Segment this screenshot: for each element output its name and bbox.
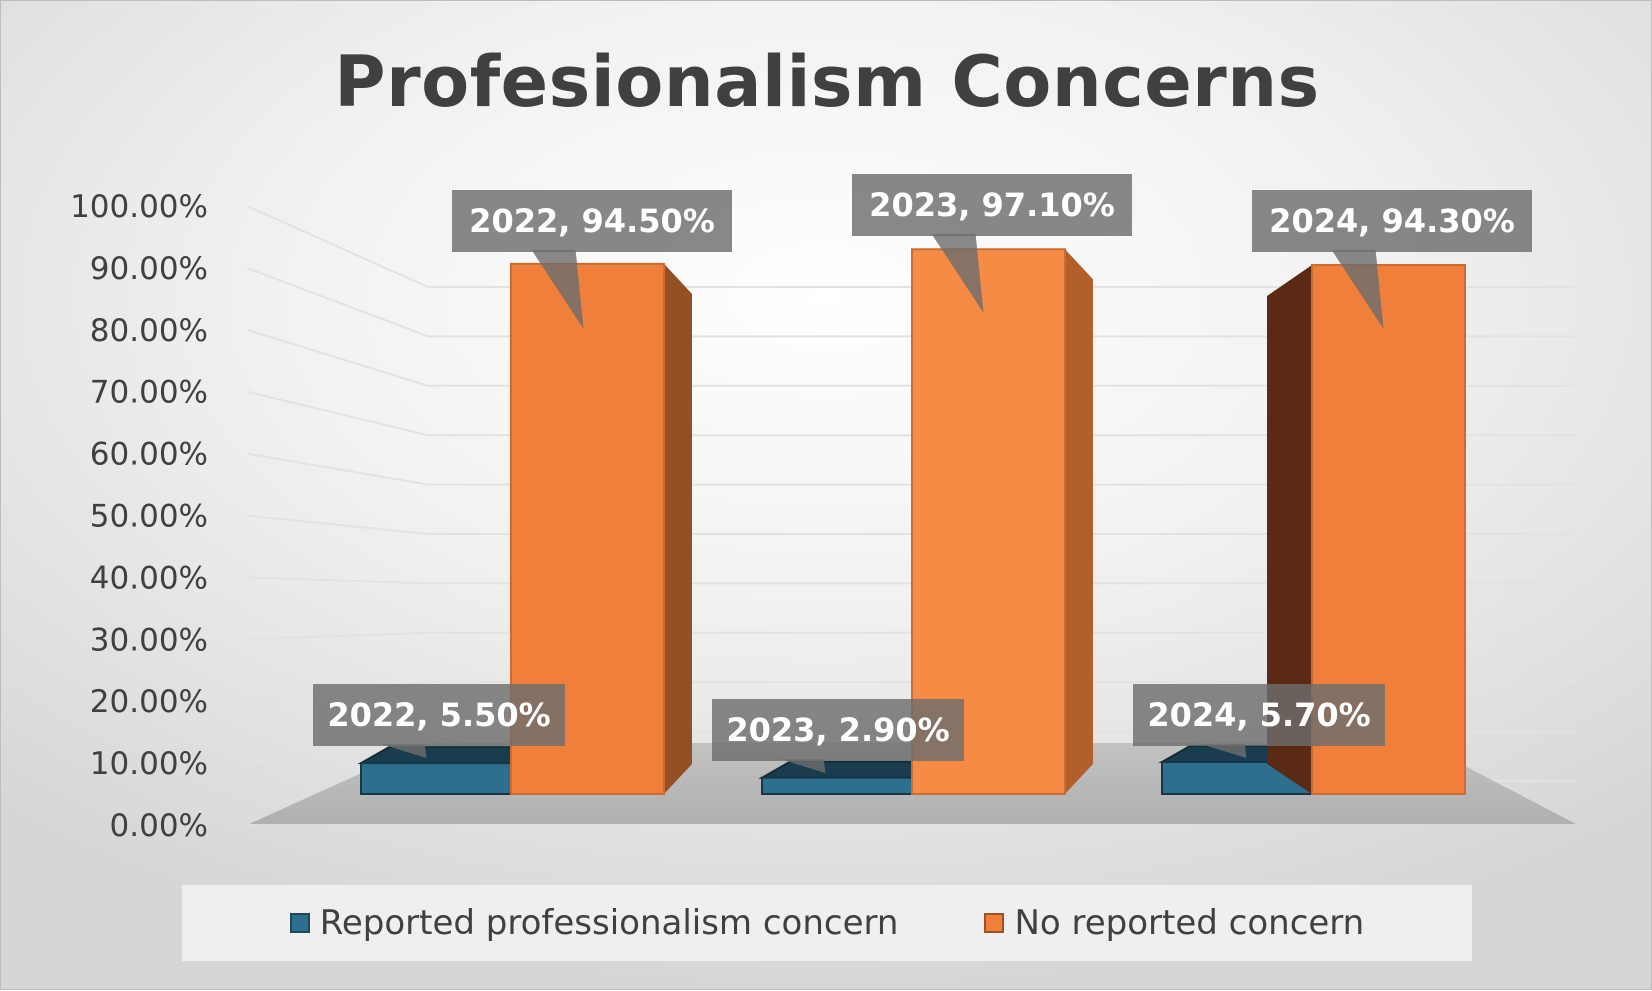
data-label-text: 2022, 94.50%	[469, 202, 715, 240]
data-label-text: 2023, 2.90%	[726, 711, 949, 749]
gridline	[246, 681, 1575, 703]
y-tick-label: 10.00%	[90, 746, 208, 782]
y-tick-label: 30.00%	[90, 622, 208, 658]
gridline	[246, 514, 1575, 535]
data-label-pointer	[1331, 250, 1384, 329]
y-tick-label: 90.00%	[90, 251, 208, 287]
data-label-text: 2022, 5.50%	[327, 696, 550, 734]
bar-top-reported-2023	[758, 760, 913, 779]
bar-side-no-concern-2022	[664, 263, 692, 795]
data-label-box	[852, 174, 1132, 236]
bar-side-no-concern-2023	[1065, 249, 1093, 795]
legend-swatch-no-concern	[984, 913, 1005, 933]
y-tick-label: 80.00%	[90, 313, 208, 349]
bar-reported-2022	[360, 762, 512, 796]
data-label-no-concern-2023: 2023, 97.10%	[852, 174, 1132, 313]
data-label-box	[1133, 684, 1385, 746]
y-tick-label: 60.00%	[90, 437, 208, 473]
y-tick-label: 50.00%	[90, 499, 208, 535]
data-label-reported-2024: 2024, 5.70%	[1133, 684, 1385, 758]
y-tick-label: 70.00%	[90, 375, 208, 411]
data-label-box	[712, 699, 964, 761]
data-label-box	[1252, 190, 1532, 252]
data-label-reported-2022: 2022, 5.50%	[313, 684, 565, 758]
data-label-box	[452, 190, 732, 252]
bar-top-reported-2022	[357, 746, 512, 765]
bar-side-no-concern-2024	[1267, 264, 1312, 794]
legend-label-no-concern: No reported concern	[1014, 903, 1365, 943]
y-tick-label: 20.00%	[90, 684, 208, 720]
gridline	[246, 266, 1575, 338]
y-axis-ticks: 0.00% 10.00% 20.00% 30.00% 40.00% 50.00% 60.00…	[70, 189, 208, 844]
data-label-pointer	[779, 759, 826, 773]
gridline	[246, 576, 1575, 585]
legend-label-reported: Reported professionalism concern	[319, 903, 899, 943]
data-label-text: 2023, 97.10%	[869, 186, 1115, 224]
legend-item-reported: Reported professionalism concern	[289, 903, 899, 943]
data-label-box	[313, 684, 565, 746]
bar-reported-2023	[761, 776, 913, 796]
legend-swatch-reported	[289, 913, 310, 933]
data-label-reported-2023: 2023, 2.90%	[712, 699, 964, 773]
gridline	[246, 205, 1575, 288]
gridline	[246, 631, 1575, 641]
data-label-pointer	[931, 234, 984, 313]
data-label-text: 2024, 5.70%	[1147, 696, 1370, 734]
data-label-pointer	[1200, 744, 1247, 758]
gridline	[246, 452, 1575, 486]
gridline	[246, 390, 1575, 437]
data-label-pointer	[380, 744, 427, 758]
legend-item-no-concern: No reported concern	[984, 903, 1364, 943]
legend: Reported professionalism concern No repo…	[182, 885, 1472, 961]
data-label-no-concern-2022: 2022, 94.50%	[452, 190, 732, 329]
data-label-text: 2024, 94.30%	[1269, 202, 1515, 240]
chart-title: Profesionalism Concerns	[334, 41, 1320, 123]
y-tick-label: 0.00%	[110, 808, 208, 844]
y-tick-label: 100.00%	[70, 189, 208, 225]
bars	[357, 248, 1466, 796]
data-label-no-concern-2024: 2024, 94.30%	[1252, 190, 1532, 329]
data-label-pointer	[531, 250, 584, 329]
y-tick-label: 40.00%	[90, 560, 208, 596]
gridline	[246, 328, 1575, 387]
data-labels: 2022, 5.50% 2023, 2.90% 2024, 5.70% 2022, 9…	[313, 174, 1532, 773]
